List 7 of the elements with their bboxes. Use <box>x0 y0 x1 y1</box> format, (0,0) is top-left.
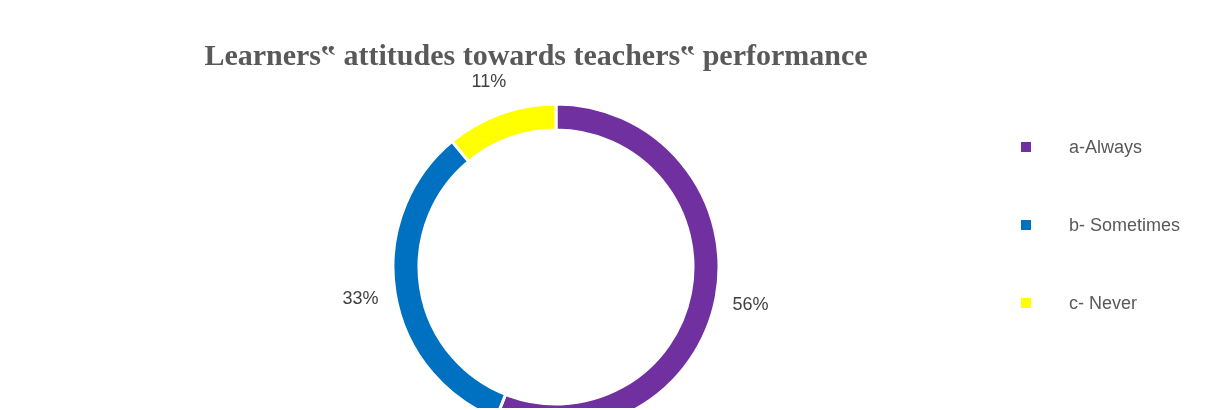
data-label: 11% <box>471 70 507 91</box>
legend-label: b- Sometimes <box>1068 214 1180 236</box>
legend-label: a-Always <box>1068 136 1142 158</box>
data-label: 56% <box>732 294 769 315</box>
legend-label: c- Never <box>1068 292 1137 314</box>
chart-title: Learners‟ attitudes towards teachers‟ performance <box>203 38 869 72</box>
data-label: 33% <box>342 287 379 308</box>
